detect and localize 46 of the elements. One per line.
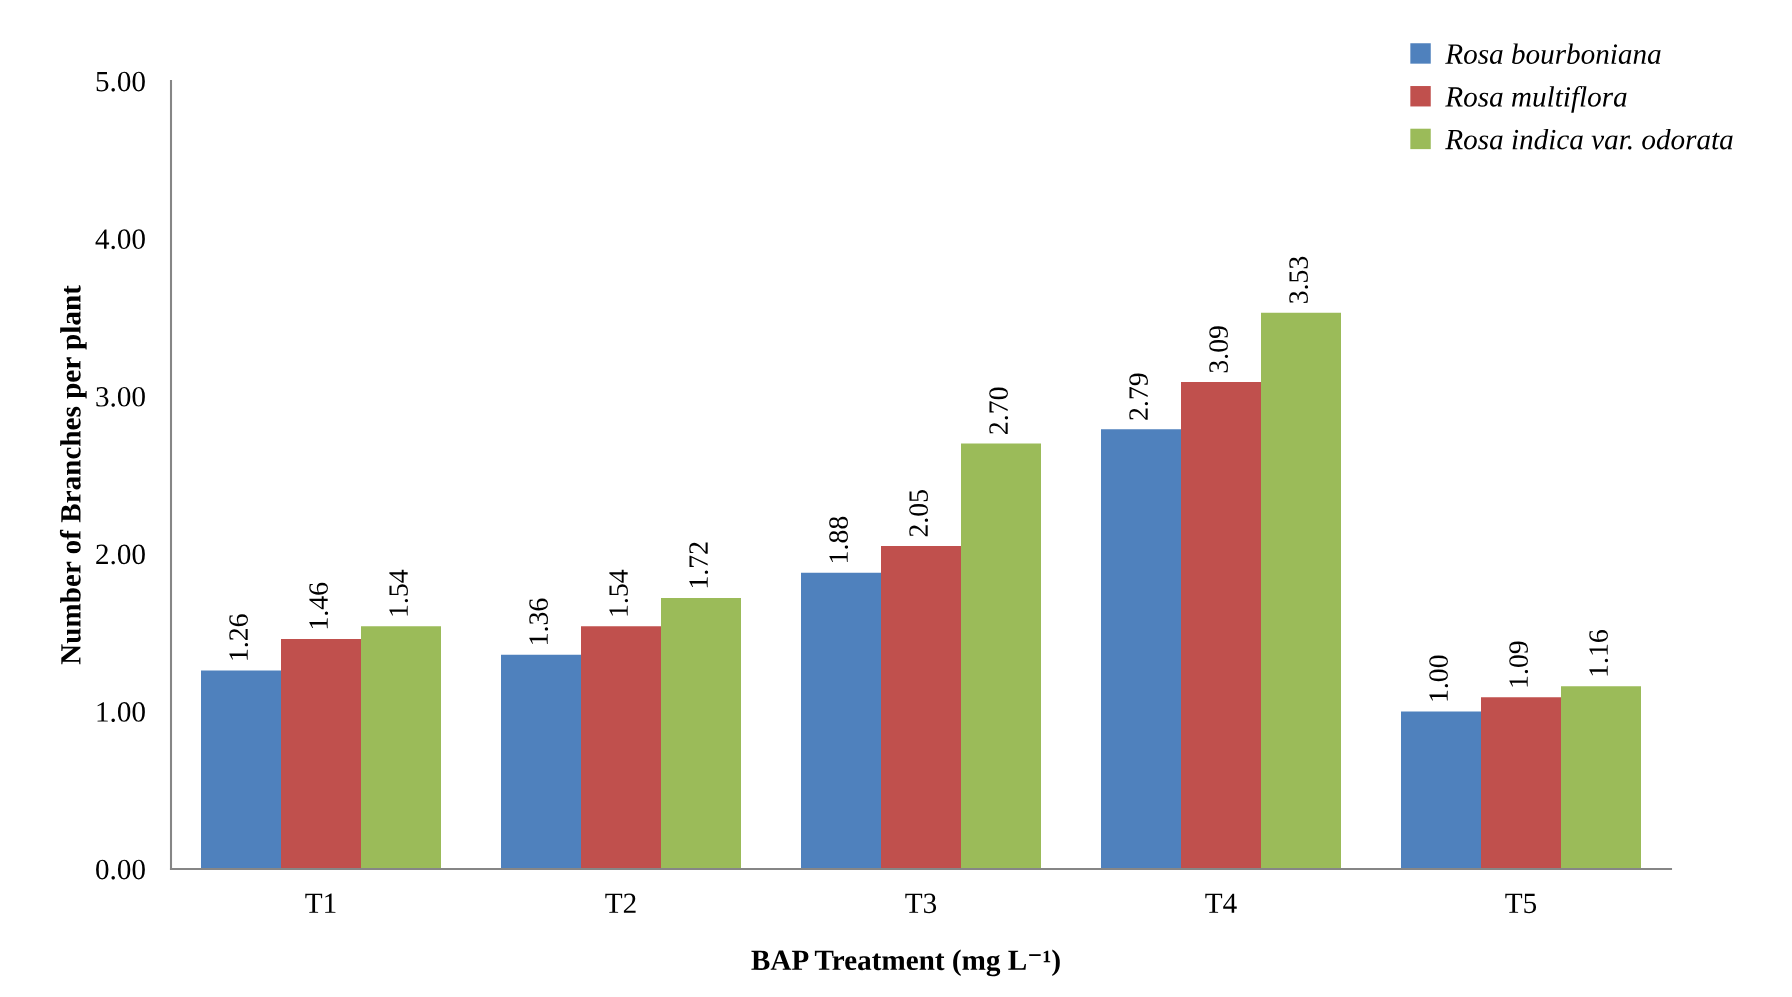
data-label: 1.54 (389, 569, 409, 616)
bar (501, 654, 581, 869)
y-tick-label: 0.00 (96, 859, 145, 880)
bar (361, 626, 441, 869)
bar (1101, 429, 1181, 869)
x-tick-label: T4 (1205, 893, 1237, 913)
bar (661, 597, 741, 869)
data-label: 1.72 (689, 542, 709, 588)
bar (1401, 711, 1481, 869)
x-tick-label: T3 (905, 893, 937, 914)
bar (881, 545, 961, 869)
bar (1481, 697, 1561, 869)
y-tick-label: 3.00 (96, 386, 145, 407)
bar (201, 670, 281, 869)
data-label: 1.36 (529, 598, 549, 644)
data-label: 2.05 (909, 490, 929, 537)
y-tick-label: 5.00 (96, 71, 145, 92)
y-tick-label: 2.00 (96, 544, 145, 565)
data-label: 1.00 (1429, 655, 1449, 701)
data-label: 1.09 (1509, 641, 1529, 687)
data-label: 1.46 (309, 582, 329, 629)
data-label: 1.16 (1589, 630, 1609, 676)
y-tick-label: 1.00 (97, 702, 145, 722)
legend-label: Rosa indica var. odorata (1445, 128, 1733, 150)
y-axis-title: Number of Branches per plant (59, 285, 87, 665)
data-label: 3.53 (1289, 256, 1309, 304)
bar (801, 572, 881, 869)
bar (1561, 686, 1641, 869)
bar (961, 443, 1041, 869)
data-label: 1.26 (229, 614, 249, 660)
x-tick-label: T5 (1505, 893, 1537, 914)
y-tick-label: 4.00 (95, 229, 145, 250)
data-label: 3.09 (1209, 326, 1229, 373)
data-label: 1.88 (829, 516, 849, 562)
bar (1261, 312, 1341, 869)
bar (581, 626, 661, 869)
legend-label: Rosa bourboniana (1445, 43, 1661, 65)
data-label: 2.79 (1129, 373, 1149, 420)
data-label: 2.70 (989, 387, 1009, 434)
data-label: 1.54 (609, 569, 629, 616)
bar (281, 638, 361, 869)
legend-label: Rosa multiflora (1445, 85, 1627, 113)
x-tick-label: T1 (305, 893, 336, 913)
x-axis-title: BAP Treatment (mg L⁻¹) (751, 949, 1060, 977)
bar (1181, 382, 1261, 869)
x-tick-label: T2 (605, 893, 636, 913)
